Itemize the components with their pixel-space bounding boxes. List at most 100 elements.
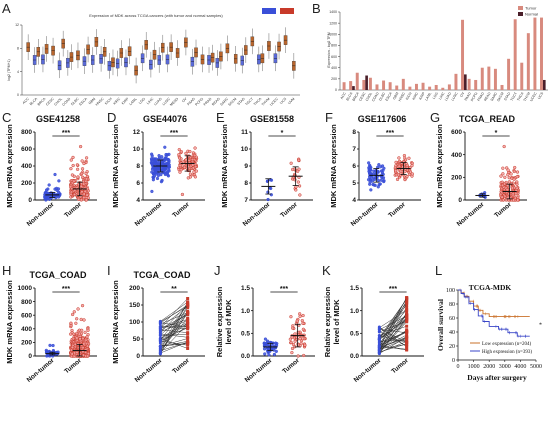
data-point (296, 169, 300, 173)
data-point (83, 330, 87, 334)
y-tick-label: 80 (449, 302, 455, 308)
data-point (194, 169, 199, 173)
paired-line (379, 297, 407, 348)
data-point (152, 158, 156, 162)
data-point-tumor (186, 346, 190, 350)
x-category-label: PRAD (203, 97, 213, 107)
y-tick-label: 800 (331, 44, 337, 48)
data-point-nontumor (377, 327, 381, 331)
data-point (84, 198, 88, 202)
data-point (377, 162, 381, 167)
data-point (150, 189, 154, 194)
data-point (397, 164, 401, 168)
data-point (188, 175, 193, 179)
data-point (265, 339, 270, 343)
data-point-nontumor (377, 348, 381, 352)
x-category-label: UVM (287, 97, 295, 105)
panel-j-letter: J (214, 263, 221, 278)
data-point (163, 171, 167, 175)
x-category-label: LIHC (146, 97, 155, 106)
survival-curve (458, 289, 530, 337)
y-tick-label: 400 (21, 163, 32, 170)
x-category-label: GBM (392, 91, 399, 100)
data-point (69, 158, 73, 162)
y-axis-title-line1: Relative expression (215, 286, 224, 357)
y-tick-label: 8 (352, 129, 356, 136)
bar-tumor (500, 84, 504, 90)
data-point-tumor (186, 342, 190, 346)
paired-line (379, 309, 407, 328)
y-tick-label: 600 (21, 312, 32, 319)
data-point (291, 167, 295, 172)
data-point (506, 173, 510, 177)
data-point (152, 166, 157, 170)
panel-g-plot: 0 200 400 600 Non-tumor Tumor MDK mRNA express… (435, 124, 527, 228)
data-point (263, 352, 267, 356)
x-category-label: KICH (104, 97, 113, 106)
panel-b-letter: B (312, 1, 321, 16)
data-point (80, 190, 84, 194)
x-category-label: Non-tumor (134, 357, 164, 384)
bar-tumor (526, 33, 530, 90)
data-point-nontumor (377, 352, 381, 356)
y-tick-label: 7 (352, 146, 356, 153)
x-category-label: Tumor (279, 201, 299, 219)
data-point (188, 149, 192, 154)
x-category-label: Non-tumor (26, 201, 56, 228)
bar-normal (365, 75, 368, 90)
x-category-label: PAAD (464, 91, 472, 101)
data-point (72, 179, 76, 183)
data-point (177, 147, 181, 152)
x-category-label: LGG (432, 91, 439, 100)
data-point (76, 175, 80, 179)
significance-label: *** (62, 286, 70, 293)
data-point-nontumor (158, 352, 162, 356)
data-point (77, 197, 81, 202)
paired-line (379, 340, 407, 342)
significance-label: * (495, 130, 498, 137)
y-tick-label: 200 (451, 175, 462, 182)
x-category-label: ACC (22, 97, 30, 105)
y-axis-title-line2: level of MDK (332, 299, 341, 345)
data-point (47, 183, 51, 187)
x-category-label: PRAD (477, 91, 486, 102)
y-tick-label: 4 (17, 70, 19, 74)
data-point (160, 159, 165, 164)
data-point-tumor (405, 331, 409, 335)
legend-high-label: High expression (n=393) (482, 350, 532, 355)
data-point-tumor (405, 342, 409, 346)
x-category-label: Tumor (63, 201, 83, 219)
x-category-label: LGG (138, 97, 146, 105)
y-tick-label: 10 (133, 146, 141, 153)
x-category-label: STAD (503, 91, 511, 101)
data-point (187, 169, 192, 173)
paired-line (160, 304, 188, 341)
data-point (266, 197, 270, 202)
y-tick-label: 0 (28, 353, 32, 360)
data-point (167, 169, 171, 173)
y-axis-title: MDK mRNA expression (5, 280, 14, 364)
data-point (193, 175, 198, 179)
data-point (376, 170, 380, 174)
data-point (263, 337, 268, 341)
y-tick-label: 6 (136, 180, 140, 187)
data-point-tumor (405, 324, 409, 328)
panel-a: A Expression of MDK across TCGA cancers … (2, 1, 300, 107)
data-point (367, 175, 372, 179)
panel-f-letter: F (325, 110, 333, 125)
data-point (294, 185, 298, 189)
data-point (80, 159, 84, 163)
bar-tumor (487, 66, 491, 90)
data-point (82, 342, 86, 346)
y-tick-label: 9 (244, 163, 248, 170)
panel-i-letter: I (107, 263, 111, 278)
panel-b-legend-tumor-swatch (518, 6, 523, 10)
data-point (297, 184, 302, 188)
data-point (302, 353, 306, 358)
panel-l-title: TCGA-MDK (469, 283, 512, 292)
y-tick-label: 0 (335, 88, 337, 92)
y-tick-label: 800 (21, 129, 32, 136)
data-point (295, 319, 299, 323)
